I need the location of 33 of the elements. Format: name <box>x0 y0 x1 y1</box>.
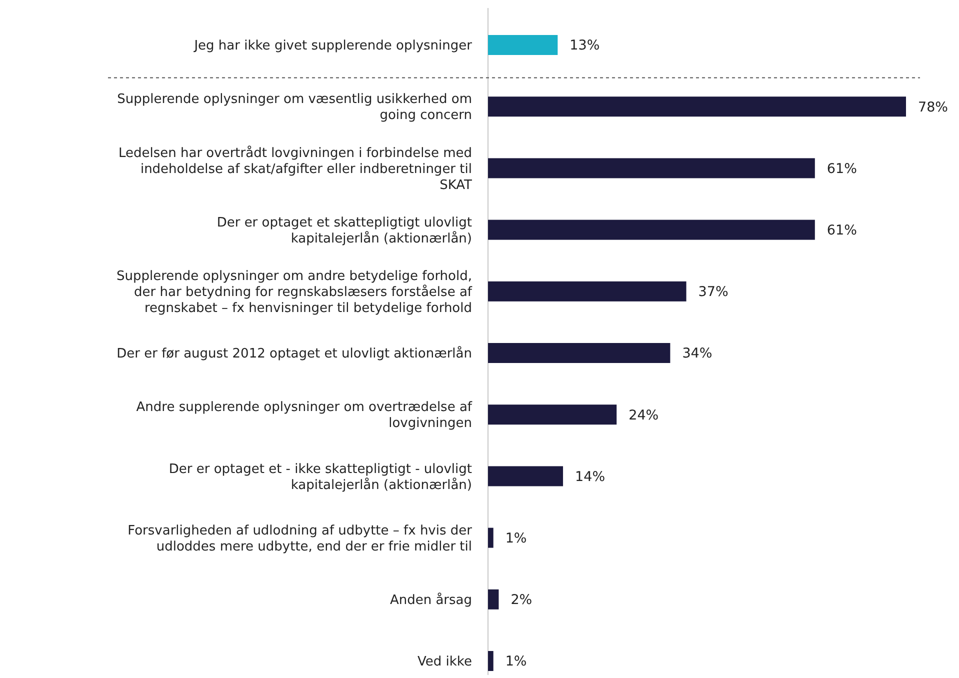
data-label: 34% <box>682 346 712 362</box>
y-tick-label: Ved ikke <box>418 654 472 670</box>
data-label: 13% <box>570 38 600 54</box>
y-tick-label: Forsvarligheden af udlodning af udbytte – fx hvis der udloddes mere udbytte, end der er frie midler til <box>128 523 473 554</box>
bar <box>488 404 617 425</box>
data-label: 14% <box>575 468 606 485</box>
data-label: 78% <box>918 99 948 116</box>
bar <box>488 343 670 363</box>
data-label: 37% <box>698 284 728 300</box>
bar <box>488 466 564 486</box>
bar <box>488 35 558 55</box>
bar <box>488 528 494 548</box>
data-label: 24% <box>628 407 659 424</box>
bar <box>488 96 906 117</box>
data-label: 61% <box>826 222 858 239</box>
y-tick-label: Supplerende oplysninger om andre betydelige forhold, der har betydning for regnskabslæsers forståelse af regnskabet – fx henvisninger til betydelige forhold <box>116 268 472 316</box>
y-tick-label: Ledelsen har overtrådt lovgivningen i forbindelse med indeholdelse af skat/afgifter eller indberetninger til SKAT <box>118 144 472 193</box>
y-tick-label: Supplerende oplysninger om væsentlig usikkerhed om going concern <box>117 92 472 124</box>
bar <box>488 281 686 302</box>
data-label: 1% <box>505 654 527 670</box>
y-tick-label: Jeg har ikke givet supplerende oplysninger <box>193 38 473 54</box>
y-tick-label: Der er optaget et - ikke skattepligtigt - ulovligt kapitalejerlån (aktionærlån) <box>168 462 472 493</box>
y-tick-label: Der er optaget et skattepligtigt ulovligt kapitalejerlån (aktionærlån) <box>216 215 472 246</box>
data-label: 1% <box>505 530 527 547</box>
bar <box>488 651 494 671</box>
bar <box>488 220 815 240</box>
y-tick-label: Andre supplerende oplysninger om overtrædelse af lovgivningen <box>136 400 472 432</box>
data-label: 2% <box>510 592 532 608</box>
y-tick-label: Der er før august 2012 optaget et ulovligt aktionærlån <box>116 346 472 362</box>
data-label: 61% <box>826 160 858 177</box>
bar <box>488 589 499 610</box>
y-tick-label: Anden årsag <box>390 592 472 608</box>
bar <box>488 158 815 178</box>
